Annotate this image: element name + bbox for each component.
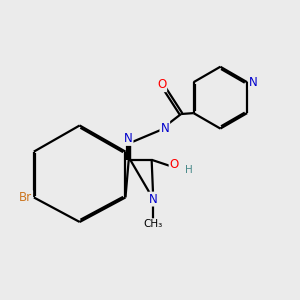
Text: N: N	[149, 193, 158, 206]
Text: N: N	[124, 132, 133, 145]
Text: O: O	[169, 158, 179, 171]
Text: N: N	[160, 122, 169, 134]
Text: CH₃: CH₃	[144, 219, 163, 229]
Text: Br: Br	[19, 191, 32, 204]
Text: H: H	[185, 165, 193, 175]
Text: O: O	[157, 78, 166, 91]
Text: N: N	[249, 76, 258, 89]
